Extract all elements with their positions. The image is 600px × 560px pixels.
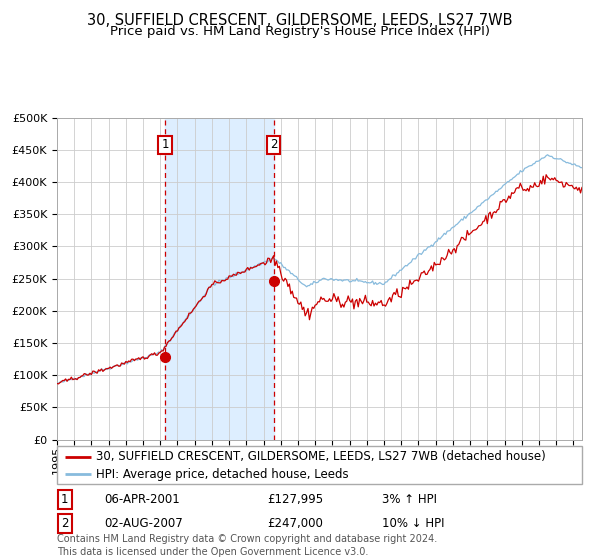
Text: 2: 2 <box>61 517 68 530</box>
Bar <box>165 118 274 440</box>
Text: 1: 1 <box>161 138 169 151</box>
Text: £247,000: £247,000 <box>267 517 323 530</box>
Text: HPI: Average price, detached house, Leeds: HPI: Average price, detached house, Leed… <box>97 468 349 480</box>
Text: Contains HM Land Registry data © Crown copyright and database right 2024.
This d: Contains HM Land Registry data © Crown c… <box>57 534 437 557</box>
Bar <box>565 118 582 440</box>
Text: 30, SUFFIELD CRESCENT, GILDERSOME, LEEDS, LS27 7WB (detached house): 30, SUFFIELD CRESCENT, GILDERSOME, LEEDS… <box>97 450 546 463</box>
Text: 02-AUG-2007: 02-AUG-2007 <box>104 517 183 530</box>
Text: 1: 1 <box>61 493 68 506</box>
Text: 2: 2 <box>270 138 277 151</box>
Text: Price paid vs. HM Land Registry's House Price Index (HPI): Price paid vs. HM Land Registry's House … <box>110 25 490 38</box>
Text: 3% ↑ HPI: 3% ↑ HPI <box>383 493 437 506</box>
Text: 10% ↓ HPI: 10% ↓ HPI <box>383 517 445 530</box>
Text: £127,995: £127,995 <box>267 493 323 506</box>
Text: 30, SUFFIELD CRESCENT, GILDERSOME, LEEDS, LS27 7WB: 30, SUFFIELD CRESCENT, GILDERSOME, LEEDS… <box>87 13 513 29</box>
Text: 06-APR-2001: 06-APR-2001 <box>104 493 180 506</box>
FancyBboxPatch shape <box>57 446 582 484</box>
